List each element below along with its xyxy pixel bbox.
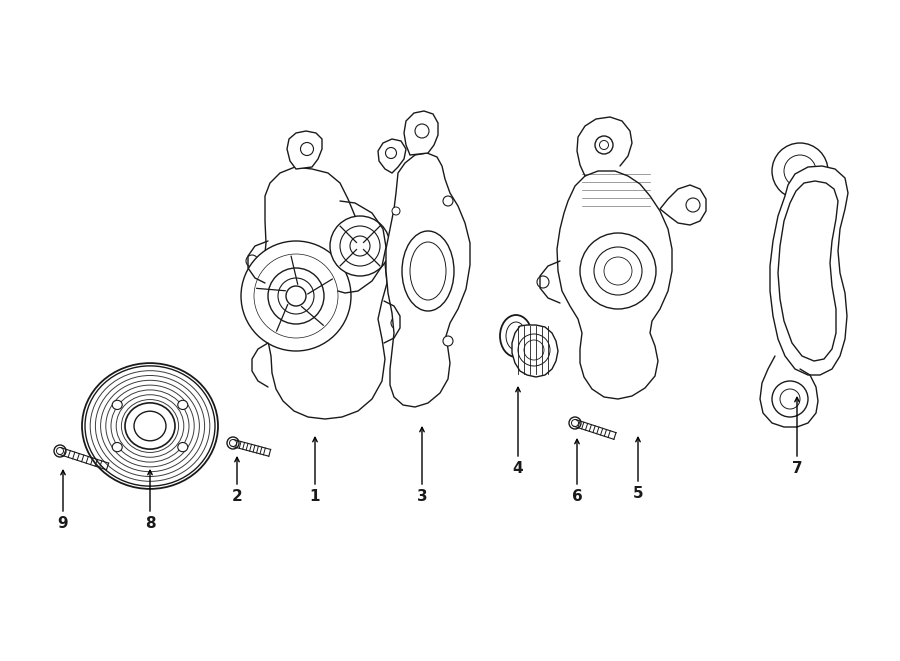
Polygon shape <box>386 153 470 407</box>
Ellipse shape <box>178 401 188 410</box>
Circle shape <box>537 276 549 288</box>
Circle shape <box>227 437 239 449</box>
Polygon shape <box>404 111 438 155</box>
Ellipse shape <box>506 322 526 350</box>
Circle shape <box>415 124 429 138</box>
Circle shape <box>54 445 66 457</box>
Circle shape <box>784 155 816 187</box>
Circle shape <box>443 336 453 346</box>
Ellipse shape <box>112 442 122 451</box>
Text: 4: 4 <box>513 461 523 476</box>
Ellipse shape <box>125 403 175 449</box>
Circle shape <box>443 196 453 206</box>
Polygon shape <box>287 131 322 169</box>
Text: 5: 5 <box>633 486 643 501</box>
Polygon shape <box>512 325 558 377</box>
Polygon shape <box>261 167 387 419</box>
Circle shape <box>595 136 613 154</box>
Circle shape <box>780 389 800 409</box>
Text: 3: 3 <box>417 489 428 504</box>
Circle shape <box>385 147 397 159</box>
Circle shape <box>391 317 403 329</box>
Circle shape <box>330 216 390 276</box>
Text: 6: 6 <box>572 489 582 504</box>
Circle shape <box>286 286 306 306</box>
Circle shape <box>569 417 581 429</box>
Text: 1: 1 <box>310 489 320 504</box>
Polygon shape <box>660 185 706 225</box>
Text: 7: 7 <box>792 461 802 476</box>
Polygon shape <box>778 181 838 361</box>
Text: 2: 2 <box>231 489 242 504</box>
Circle shape <box>772 143 828 199</box>
Circle shape <box>772 381 808 417</box>
Circle shape <box>246 255 258 267</box>
Polygon shape <box>557 171 672 399</box>
Text: 8: 8 <box>145 516 156 531</box>
Polygon shape <box>378 139 406 173</box>
Ellipse shape <box>134 411 166 441</box>
Ellipse shape <box>500 315 532 357</box>
Ellipse shape <box>112 401 122 410</box>
Text: 9: 9 <box>58 516 68 531</box>
Ellipse shape <box>410 242 446 300</box>
Polygon shape <box>770 166 848 375</box>
Circle shape <box>518 334 550 366</box>
Ellipse shape <box>178 442 188 451</box>
Circle shape <box>392 207 400 215</box>
Ellipse shape <box>402 231 454 311</box>
Circle shape <box>241 241 351 351</box>
Circle shape <box>686 198 700 212</box>
Circle shape <box>268 268 324 324</box>
Circle shape <box>580 233 656 309</box>
Ellipse shape <box>82 363 218 489</box>
Circle shape <box>301 143 313 155</box>
